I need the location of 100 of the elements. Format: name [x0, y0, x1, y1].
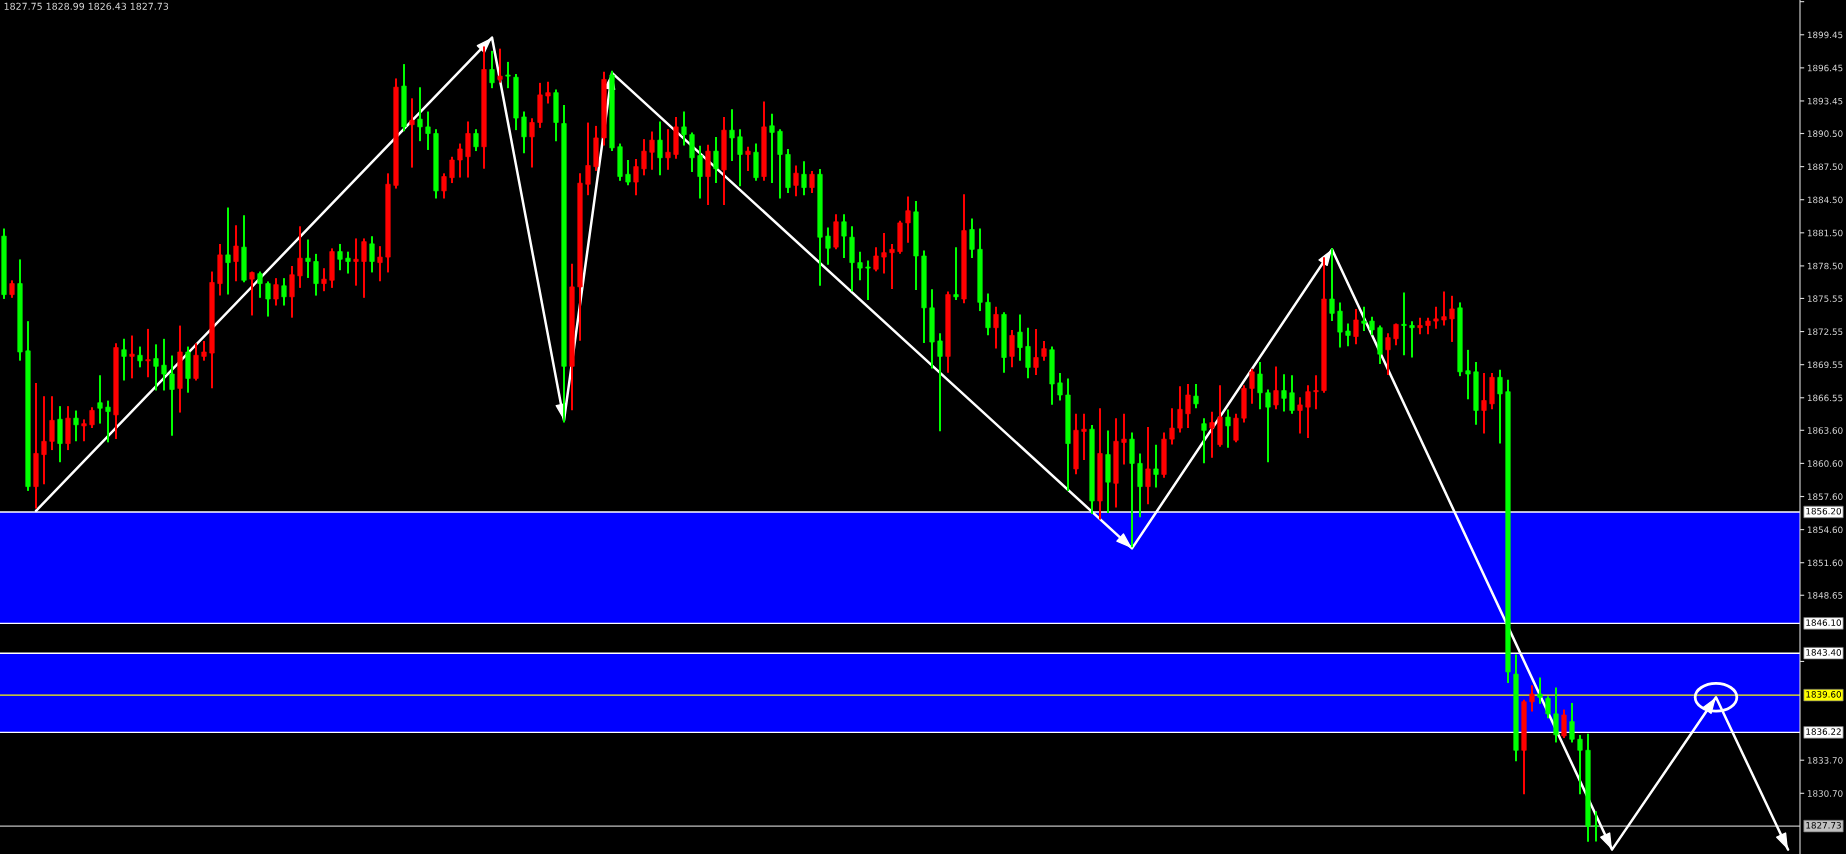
candlestick	[793, 165, 799, 197]
y-tick-label: 1848.65	[1807, 592, 1843, 599]
candlestick	[497, 48, 503, 83]
ref-line-label: 1827.73	[1806, 822, 1841, 829]
candlestick	[281, 278, 287, 306]
candlestick	[865, 260, 871, 301]
y-tick-label: 1884.50	[1807, 196, 1843, 204]
candlestick	[1401, 292, 1407, 356]
ref-line-label: 1836.22	[1806, 728, 1841, 735]
candlestick	[1121, 413, 1127, 465]
y-tick-label: 1857.60	[1807, 493, 1843, 500]
candlestick	[89, 407, 95, 428]
candlestick	[841, 214, 847, 259]
candlestick	[585, 122, 591, 196]
y-tick-label: 1881.50	[1807, 229, 1843, 237]
candlestick	[825, 227, 831, 265]
candlestick	[273, 278, 279, 306]
candlestick	[369, 236, 375, 273]
candlestick	[1409, 321, 1415, 358]
candlestick	[345, 251, 351, 274]
candlestick	[1169, 408, 1175, 445]
candlestick	[257, 271, 263, 298]
candlestick	[881, 232, 887, 274]
candlestick	[649, 131, 655, 170]
candlestick	[97, 375, 103, 424]
candlestick	[969, 218, 975, 259]
candlestick	[361, 238, 367, 298]
candlestick	[1153, 444, 1159, 488]
candlestick	[1257, 362, 1263, 410]
candlestick	[81, 419, 87, 442]
candlestick	[449, 156, 455, 184]
y-tick-label: 1872.55	[1807, 328, 1843, 336]
candlestick	[1265, 389, 1271, 463]
candlestick	[353, 238, 359, 286]
y-tick-label: 1863.60	[1807, 427, 1843, 434]
candlestick	[1393, 323, 1399, 346]
y-tick-label: 1896.45	[1807, 64, 1843, 72]
candlestick	[1057, 373, 1063, 401]
candlestick	[145, 328, 151, 378]
candlestick	[505, 61, 511, 89]
candlestick	[1249, 368, 1255, 404]
candlestick	[1433, 306, 1439, 329]
candlestick	[953, 247, 959, 301]
candlestick	[169, 355, 175, 436]
candlestick	[321, 268, 327, 292]
candlestick	[473, 129, 479, 152]
y-tick-label: 1899.45	[1807, 31, 1843, 39]
candlestick	[1529, 685, 1535, 712]
candlestick	[225, 207, 231, 295]
candlestick	[1353, 309, 1359, 345]
candlestick	[1441, 291, 1447, 326]
candlestick	[1417, 317, 1423, 335]
candlestick	[265, 281, 271, 317]
candlestick	[153, 344, 159, 391]
candlestick	[1081, 413, 1087, 460]
candlestick	[545, 81, 551, 104]
candlestick	[377, 246, 383, 282]
candlestick	[737, 129, 743, 187]
candlestick	[729, 109, 735, 161]
candlestick	[633, 158, 639, 196]
candlestick	[625, 160, 631, 186]
candlestick	[713, 136, 719, 184]
candlestick	[745, 146, 751, 171]
candlestick	[41, 396, 47, 485]
candlestick	[1289, 375, 1295, 414]
ref-line-label: 1846.10	[1806, 619, 1841, 626]
candlestick	[1361, 306, 1367, 331]
candlestick	[1201, 418, 1207, 464]
y-tick-label: 1866.55	[1807, 394, 1843, 402]
candlestick	[1297, 397, 1303, 434]
candlestick	[1329, 248, 1335, 321]
candlestick	[873, 247, 879, 272]
candlestick	[1273, 366, 1279, 410]
candlestick	[681, 111, 687, 146]
candlestick	[1337, 302, 1343, 348]
y-tick-label: 1830.70	[1807, 790, 1843, 797]
candlestick	[289, 266, 295, 318]
candlestick	[777, 129, 783, 199]
candlestick	[1017, 314, 1023, 361]
candlestick	[889, 243, 895, 289]
y-tick-label: 1833.70	[1807, 757, 1843, 764]
candlestick	[129, 335, 135, 379]
candlestick	[1209, 411, 1215, 458]
candlestick	[249, 271, 255, 316]
candlestick	[1281, 374, 1287, 412]
candlestick	[1537, 677, 1543, 704]
candlestick	[121, 338, 127, 381]
candlestick	[49, 396, 55, 451]
candlestick	[697, 145, 703, 199]
ref-line-label: 1839.60	[1806, 691, 1841, 698]
candlestick	[809, 171, 815, 193]
candlestick	[1009, 330, 1015, 368]
candlestick	[521, 111, 527, 154]
candlestick	[857, 251, 863, 281]
candlestick	[905, 196, 911, 243]
candlestick	[305, 239, 311, 278]
candlestick	[313, 253, 319, 296]
y-tick-label: 1893.45	[1807, 97, 1843, 105]
ref-line-label: 1856.20	[1806, 507, 1841, 515]
candlestick	[457, 143, 463, 178]
